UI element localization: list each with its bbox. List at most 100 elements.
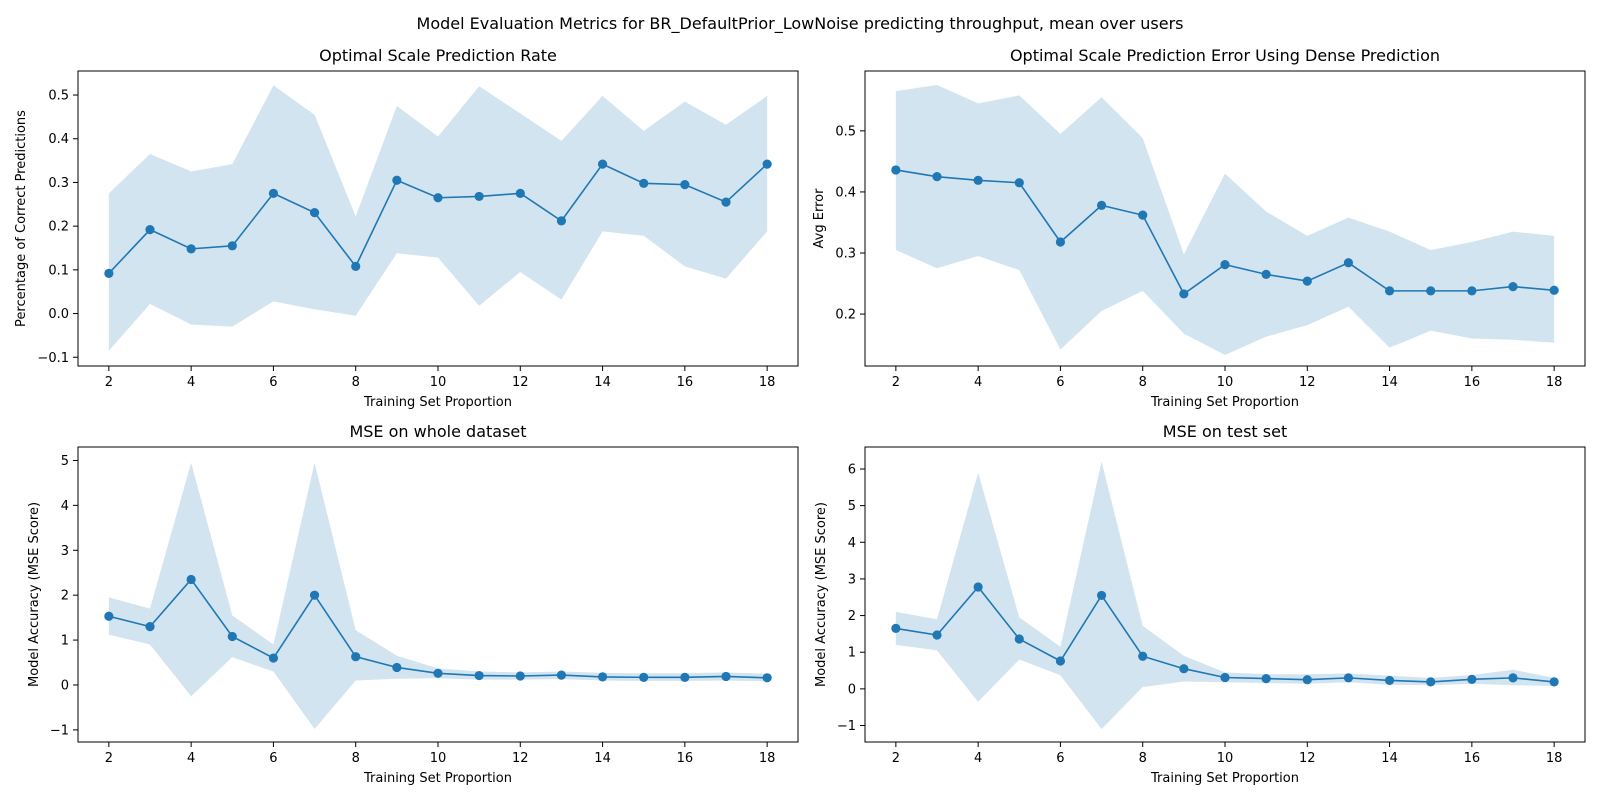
x-tick-label: 18 [759,375,776,390]
data-point [1549,285,1559,295]
x-tick-label: 12 [1299,751,1316,766]
y-tick-label: 0.5 [835,124,856,139]
x-tick-label: 10 [430,375,447,390]
subplot-2: 2 4 6 8 10 12 14 16 18 0.2 0.3 0.4 0.5 Optimal Scale … [812,46,1586,410]
data-point [973,175,983,185]
y-tick-label: 1 [61,634,69,649]
data-point [1426,677,1436,687]
data-point [1343,258,1354,268]
data-point [309,208,320,218]
data-point [1467,286,1477,296]
x-tick-label: 10 [430,751,447,766]
data-point [762,159,772,169]
data-point [1426,286,1436,296]
data-point [1220,260,1230,270]
data-point [1549,677,1559,687]
y-tick-label: 2 [61,589,69,604]
x-tick-label: 16 [677,751,694,766]
x-tick-label: 14 [594,751,611,766]
y-tick-label: 4 [61,499,69,514]
x-tick-label: 18 [759,751,776,766]
y-tick-label: 0 [61,678,69,693]
data-point [721,671,731,682]
data-point [1508,673,1518,683]
data-point [1055,237,1066,247]
data-point [639,672,649,682]
y-tick-label: 0.4 [835,185,856,200]
subplot-title: Optimal Scale Prediction Rate [319,46,557,65]
data-point [556,216,567,226]
data-point [433,193,443,203]
y-tick-label: 5 [848,499,856,514]
data-point [474,670,484,681]
data-point [1014,634,1024,644]
data-point [1302,276,1312,286]
data-point [1138,651,1148,661]
x-tick-label: 8 [352,375,360,390]
data-point [104,611,114,621]
y-axis-label: Model Accuracy (MSE Score) [814,502,829,687]
data-point [762,673,772,683]
y-tick-label: −1 [837,719,856,734]
y-axis-label: Percentage of Correct Predictions [14,110,29,327]
y-tick-label: 3 [61,544,69,559]
data-point [392,175,402,185]
x-tick-label: 2 [892,375,900,390]
data-point [556,670,567,680]
x-tick-label: 6 [1056,751,1064,766]
y-tick-label: 5 [61,454,69,469]
subplot-title: MSE on whole dataset [349,422,526,441]
data-point [891,165,901,175]
y-tick-label: 0.1 [48,263,69,278]
data-point [268,653,279,663]
y-axis-label: Avg Error [812,188,827,249]
data-point [597,672,608,682]
y-tick-label: 2 [848,609,856,624]
data-point [145,622,155,632]
data-point [721,197,731,207]
y-tick-label: 0.5 [48,89,69,104]
x-tick-label: 6 [1056,375,1064,390]
x-tick-label: 10 [1217,751,1234,766]
data-point [680,672,690,682]
y-tick-label: 0.0 [48,307,69,322]
x-tick-label: 4 [187,375,195,390]
y-tick-label: 0.3 [835,247,856,262]
data-point [351,261,361,271]
y-tick-label: 3 [848,572,856,587]
data-point [932,630,942,640]
x-tick-label: 4 [974,751,982,766]
y-tick-label: −1 [50,723,69,738]
x-tick-label: 14 [594,375,611,390]
data-point [680,180,690,190]
data-point [932,172,942,182]
data-point [309,590,320,600]
x-tick-label: 18 [1546,751,1563,766]
x-tick-label: 14 [1381,375,1398,390]
x-tick-label: 10 [1217,375,1234,390]
x-axis-label: Training Set Proportion [1150,771,1299,786]
y-tick-label: −0.1 [37,351,69,366]
y-tick-label: 4 [848,536,856,551]
data-point [1096,200,1107,210]
data-point [1179,664,1189,674]
data-point [1508,282,1518,292]
data-point [1261,269,1271,279]
data-point [433,668,443,678]
data-point [268,188,279,198]
data-point [891,623,901,634]
y-tick-label: 0.3 [48,176,69,191]
x-tick-label: 6 [269,751,277,766]
data-point [186,574,196,585]
data-point [104,268,114,278]
y-tick-label: 1 [848,646,856,661]
data-point [639,178,649,188]
data-point [1220,672,1230,683]
data-point [1384,286,1395,296]
x-tick-label: 2 [105,751,113,766]
x-tick-label: 8 [1139,751,1147,766]
